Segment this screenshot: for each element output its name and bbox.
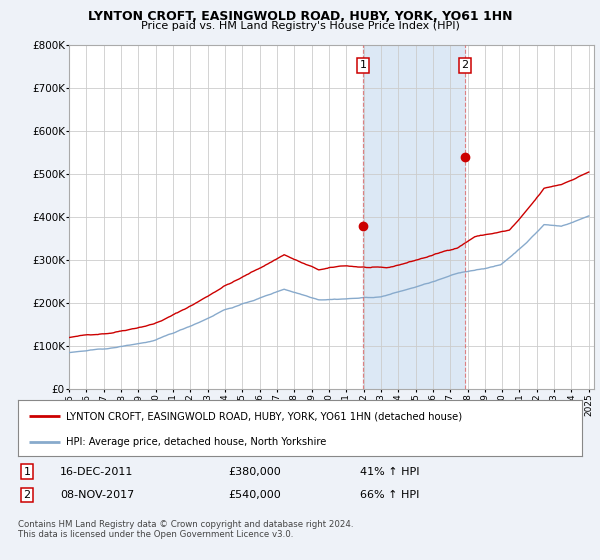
Text: 08-NOV-2017: 08-NOV-2017 bbox=[60, 490, 134, 500]
Text: 66% ↑ HPI: 66% ↑ HPI bbox=[360, 490, 419, 500]
Bar bbox=[363, 45, 465, 389]
Text: 1: 1 bbox=[23, 466, 31, 477]
Text: LYNTON CROFT, EASINGWOLD ROAD, HUBY, YORK, YO61 1HN (detached house): LYNTON CROFT, EASINGWOLD ROAD, HUBY, YOR… bbox=[66, 411, 462, 421]
Text: 16-DEC-2011: 16-DEC-2011 bbox=[60, 466, 133, 477]
Text: Price paid vs. HM Land Registry's House Price Index (HPI): Price paid vs. HM Land Registry's House … bbox=[140, 21, 460, 31]
Text: LYNTON CROFT, EASINGWOLD ROAD, HUBY, YORK, YO61 1HN: LYNTON CROFT, EASINGWOLD ROAD, HUBY, YOR… bbox=[88, 10, 512, 23]
Text: HPI: Average price, detached house, North Yorkshire: HPI: Average price, detached house, Nort… bbox=[66, 437, 326, 447]
Text: £540,000: £540,000 bbox=[228, 490, 281, 500]
Text: 2: 2 bbox=[23, 490, 31, 500]
Text: £380,000: £380,000 bbox=[228, 466, 281, 477]
Text: 2: 2 bbox=[461, 60, 469, 71]
Text: Contains HM Land Registry data © Crown copyright and database right 2024.
This d: Contains HM Land Registry data © Crown c… bbox=[18, 520, 353, 539]
Text: 41% ↑ HPI: 41% ↑ HPI bbox=[360, 466, 419, 477]
Text: 1: 1 bbox=[359, 60, 367, 71]
